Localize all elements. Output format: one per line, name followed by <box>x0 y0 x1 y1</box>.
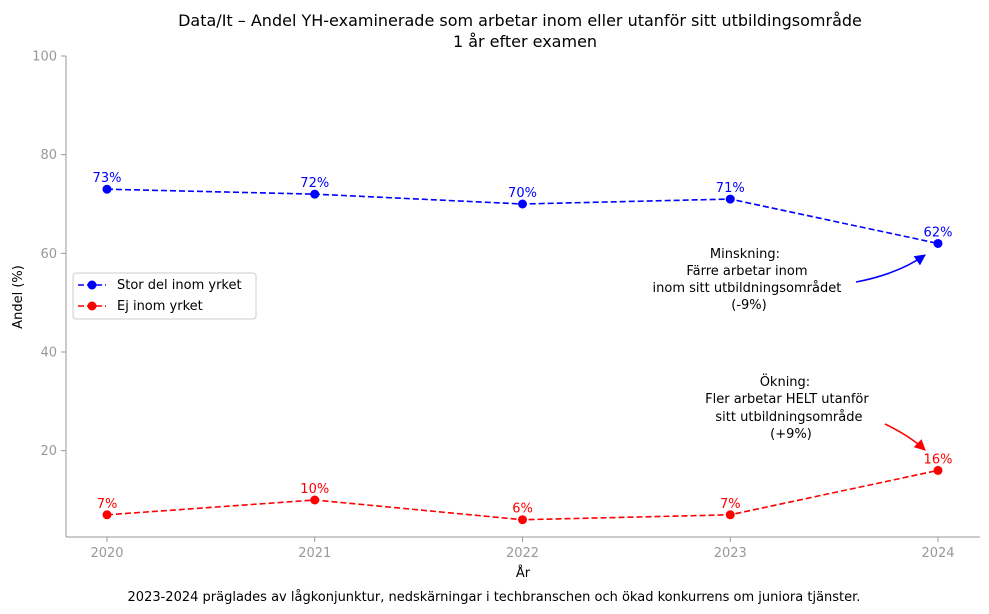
annotation-increase-arrow <box>884 423 926 451</box>
y-tick-label: 20 <box>40 444 57 459</box>
y-tick-label: 100 <box>32 50 57 65</box>
annotation-increase-line-3: sitt utbildningsområde <box>715 410 862 425</box>
data-label: 7% <box>720 497 741 512</box>
legend-marker-blue <box>87 280 97 290</box>
annotation-increase-text: Ökning: Fler arbetar HELT utanför sitt u… <box>705 373 873 442</box>
annotation-decrease-arrow <box>855 254 926 283</box>
legend-label-ej-inom: Ej inom yrket <box>117 299 203 314</box>
data-label: 70% <box>508 186 537 201</box>
y-ticks: 20 40 60 80 100 <box>32 50 66 459</box>
data-point <box>518 515 527 525</box>
chart-subtitle: 1 år efter examen <box>453 32 597 51</box>
legend-item-ej-inom: Ej inom yrket <box>78 299 203 314</box>
annotation-decrease: Minskning: Färre arbetar inom inom sitt … <box>653 247 926 313</box>
x-axis-label: År <box>516 565 531 581</box>
data-label: 10% <box>300 482 329 497</box>
data-labels: 73% 72% 70% 71% 62% 7% 10% 6% 7% 16% <box>93 171 953 517</box>
data-label: 72% <box>300 176 329 191</box>
x-tick-label: 2020 <box>90 546 123 561</box>
annotation-decrease-line-3: inom sitt utbildningsområdet <box>653 281 842 296</box>
data-point <box>310 495 320 505</box>
data-point <box>725 194 735 204</box>
x-tick-label: 2021 <box>298 546 331 561</box>
data-label: 71% <box>716 181 745 196</box>
annotation-increase: Ökning: Fler arbetar HELT utanför sitt u… <box>705 373 926 451</box>
data-label: 7% <box>97 497 118 512</box>
y-tick-label: 60 <box>40 247 57 262</box>
data-point <box>933 465 943 475</box>
legend-marker-red <box>87 301 97 311</box>
data-point <box>102 184 112 194</box>
y-tick-label: 80 <box>40 148 57 163</box>
x-ticks: 2020 2021 2022 2023 2024 <box>90 537 955 561</box>
annotation-increase-line-1: Ökning: <box>760 373 810 390</box>
data-point <box>310 189 320 199</box>
y-axis-label: Andel (%) <box>11 265 26 329</box>
data-point <box>933 238 943 248</box>
annotation-increase-line-2: Fler arbetar HELT utanför <box>705 392 869 407</box>
legend-box <box>72 272 257 320</box>
x-tick-label: 2022 <box>506 546 539 561</box>
data-label: 73% <box>93 171 122 186</box>
data-label: 16% <box>924 452 953 467</box>
series-layer <box>102 184 943 525</box>
annotation-decrease-line-4: (-9%) <box>731 298 766 313</box>
footnote: 2023-2024 präglades av lågkonjunktur, ne… <box>128 590 861 605</box>
x-tick-label: 2023 <box>714 546 747 561</box>
legend-label-stor-del: Stor del inom yrket <box>117 278 242 293</box>
data-label: 62% <box>924 225 953 240</box>
legend-item-stor-del: Stor del inom yrket <box>78 278 242 293</box>
chart-title: Data/It – Andel YH-examinerade som arbet… <box>178 11 862 30</box>
y-tick-label: 40 <box>40 346 57 361</box>
annotation-decrease-line-2: Färre arbetar inom <box>686 264 807 279</box>
annotation-decrease-text: Minskning: Färre arbetar inom inom sitt … <box>653 247 846 313</box>
x-tick-label: 2024 <box>921 546 954 561</box>
data-label: 6% <box>512 502 533 517</box>
data-point <box>518 199 527 209</box>
data-point <box>725 510 735 520</box>
annotation-increase-line-4: (+9%) <box>770 427 812 442</box>
legend: Stor del inom yrket Ej inom yrket <box>72 272 257 320</box>
data-point <box>102 510 112 520</box>
annotation-decrease-line-1: Minskning: <box>710 247 780 262</box>
